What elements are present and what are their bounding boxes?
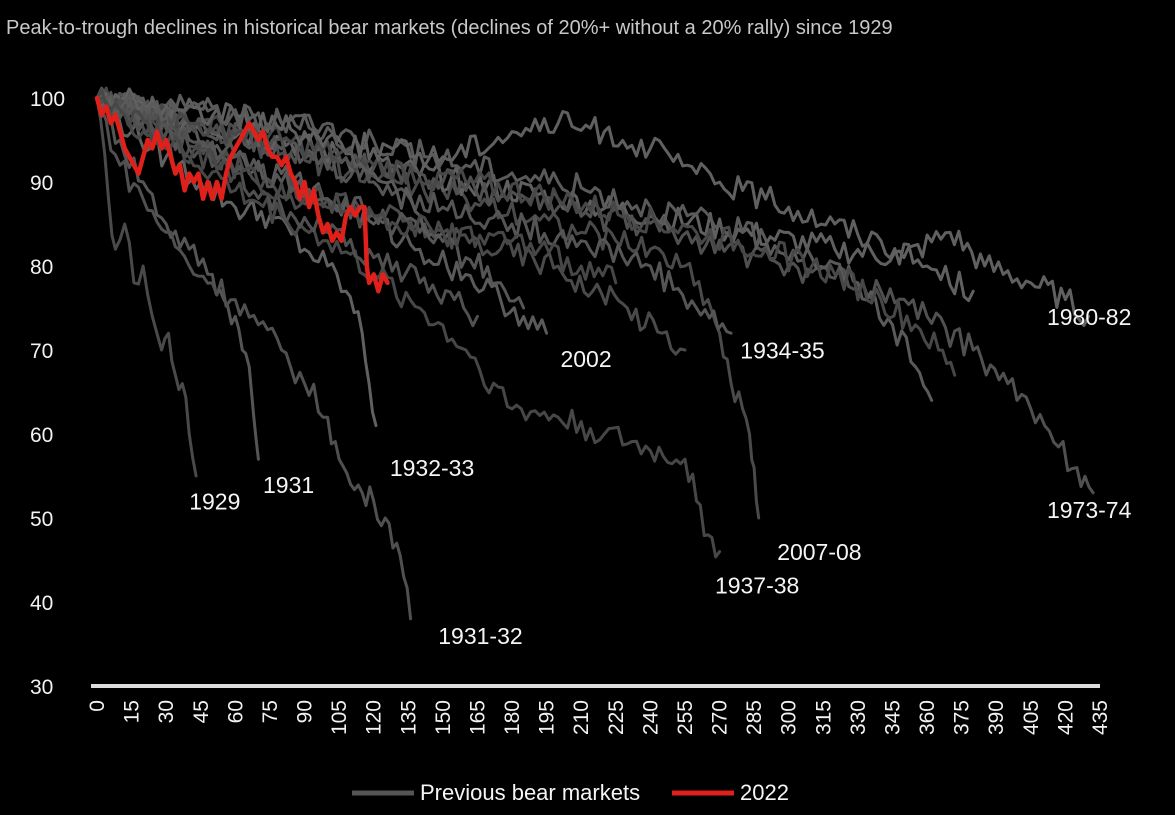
- x-axis-ticks: 0 15 30 45 60 75 90 105 120 135 150 165 180 195 210 225…: [86, 700, 1112, 735]
- x-tick-label: 375: [951, 700, 974, 735]
- x-tick-label: 15: [121, 700, 144, 723]
- x-tick-label: 360: [916, 700, 939, 735]
- x-tick-label: 240: [639, 700, 662, 735]
- series-line-1937-38: [95, 96, 722, 559]
- x-tick-label: 285: [743, 700, 766, 735]
- series-line-unlabeled: [95, 86, 957, 377]
- annotation-layer: 1929 1931 1932-33 1931-32 2002 1937-38 2007-08…: [189, 304, 1131, 649]
- x-tick-label: 225: [605, 700, 628, 735]
- x-tick-label: 180: [501, 700, 524, 735]
- x-tick-label: 90: [294, 700, 317, 723]
- y-tick-label: 40: [30, 592, 53, 615]
- y-tick-label: 90: [30, 172, 53, 195]
- chart-title: Peak-to-trough declines in historical be…: [6, 17, 893, 39]
- series-label-1934-35: 1934-35: [740, 337, 824, 363]
- series-line-unlabeled: [95, 88, 618, 285]
- x-tick-label: 105: [328, 700, 351, 735]
- x-tick-label: 195: [536, 700, 559, 735]
- legend: Previous bear markets 2022: [352, 780, 789, 805]
- series-line-2022: [94, 95, 390, 294]
- x-tick-label: 165: [466, 700, 489, 735]
- x-tick-label: 420: [1054, 700, 1077, 735]
- series-line-1931-32: [95, 96, 413, 621]
- series-line-1973-74: [95, 92, 1095, 495]
- legend-label-2022: 2022: [740, 780, 789, 805]
- series-layer: [94, 86, 1095, 621]
- x-tick-label: 255: [674, 700, 697, 735]
- series-label-2002: 2002: [560, 346, 611, 372]
- x-tick-label: 330: [847, 700, 870, 735]
- x-tick-label: 45: [190, 700, 213, 723]
- x-tick-label: 390: [985, 700, 1008, 735]
- x-tick-label: 270: [709, 700, 732, 735]
- series-line-1931: [95, 96, 260, 461]
- legend-label-previous: Previous bear markets: [420, 780, 640, 805]
- series-line-unlabeled: [95, 92, 445, 239]
- y-tick-label: 60: [30, 424, 53, 447]
- series-label-1931-32: 1931-32: [438, 623, 522, 649]
- y-tick-label: 30: [30, 676, 53, 699]
- series-label-2007-08: 2007-08: [777, 539, 861, 565]
- y-tick-label: 100: [30, 88, 65, 111]
- x-tick-label: 210: [570, 700, 593, 735]
- x-tick-label: 60: [224, 700, 247, 723]
- x-tick-label: 0: [86, 700, 109, 712]
- x-tick-label: 405: [1020, 700, 1043, 735]
- x-tick-label: 315: [812, 700, 835, 735]
- x-tick-label: 345: [881, 700, 904, 735]
- series-line-1929: [95, 96, 198, 478]
- x-tick-label: 30: [155, 700, 178, 723]
- x-tick-label: 435: [1089, 700, 1112, 735]
- series-label-1929: 1929: [189, 489, 240, 515]
- series-label-1932-33: 1932-33: [390, 455, 474, 481]
- x-tick-label: 300: [778, 700, 801, 735]
- x-tick-label: 135: [397, 700, 420, 735]
- series-label-1937-38: 1937-38: [715, 573, 799, 599]
- y-tick-label: 50: [30, 508, 53, 531]
- x-tick-label: 150: [432, 700, 455, 735]
- series-label-1973-74: 1973-74: [1047, 497, 1132, 523]
- series-label-1931: 1931: [263, 472, 314, 498]
- y-tick-label: 70: [30, 340, 53, 363]
- series-label-1980-82: 1980-82: [1047, 304, 1131, 330]
- x-tick-label: 75: [259, 700, 282, 723]
- y-axis-ticks: 30 40 50 60 70 80 90 100: [30, 88, 65, 699]
- y-tick-label: 80: [30, 256, 53, 279]
- x-tick-label: 120: [363, 700, 386, 735]
- series-line-unlabeled: [95, 91, 687, 356]
